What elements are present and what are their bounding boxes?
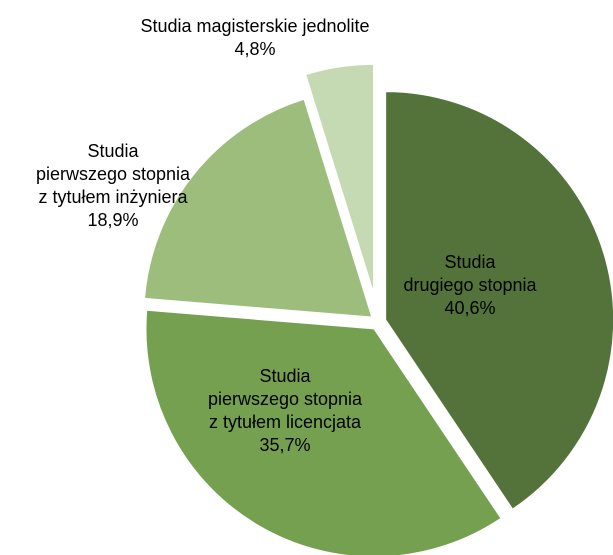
slice-value-label: 35,7%	[259, 435, 310, 455]
slice-value-label: 18,9%	[87, 210, 138, 230]
pie-slice	[143, 98, 373, 318]
slice-label: Studia pierwszego stopnia z tytułem licenc…	[208, 366, 363, 432]
pie-slice	[305, 63, 374, 293]
pie-slice	[145, 309, 502, 555]
pie-slice	[385, 91, 613, 510]
slice-value-label: 40,6%	[444, 298, 495, 318]
slice-label: Studia magisterskie jednolite	[140, 16, 369, 36]
slice-label: Studia drugiego stopnia	[403, 252, 537, 295]
slice-label: Studia pierwszego stopnia z tytułem inżyni…	[36, 141, 191, 207]
slice-value-label: 4,8%	[234, 39, 275, 59]
